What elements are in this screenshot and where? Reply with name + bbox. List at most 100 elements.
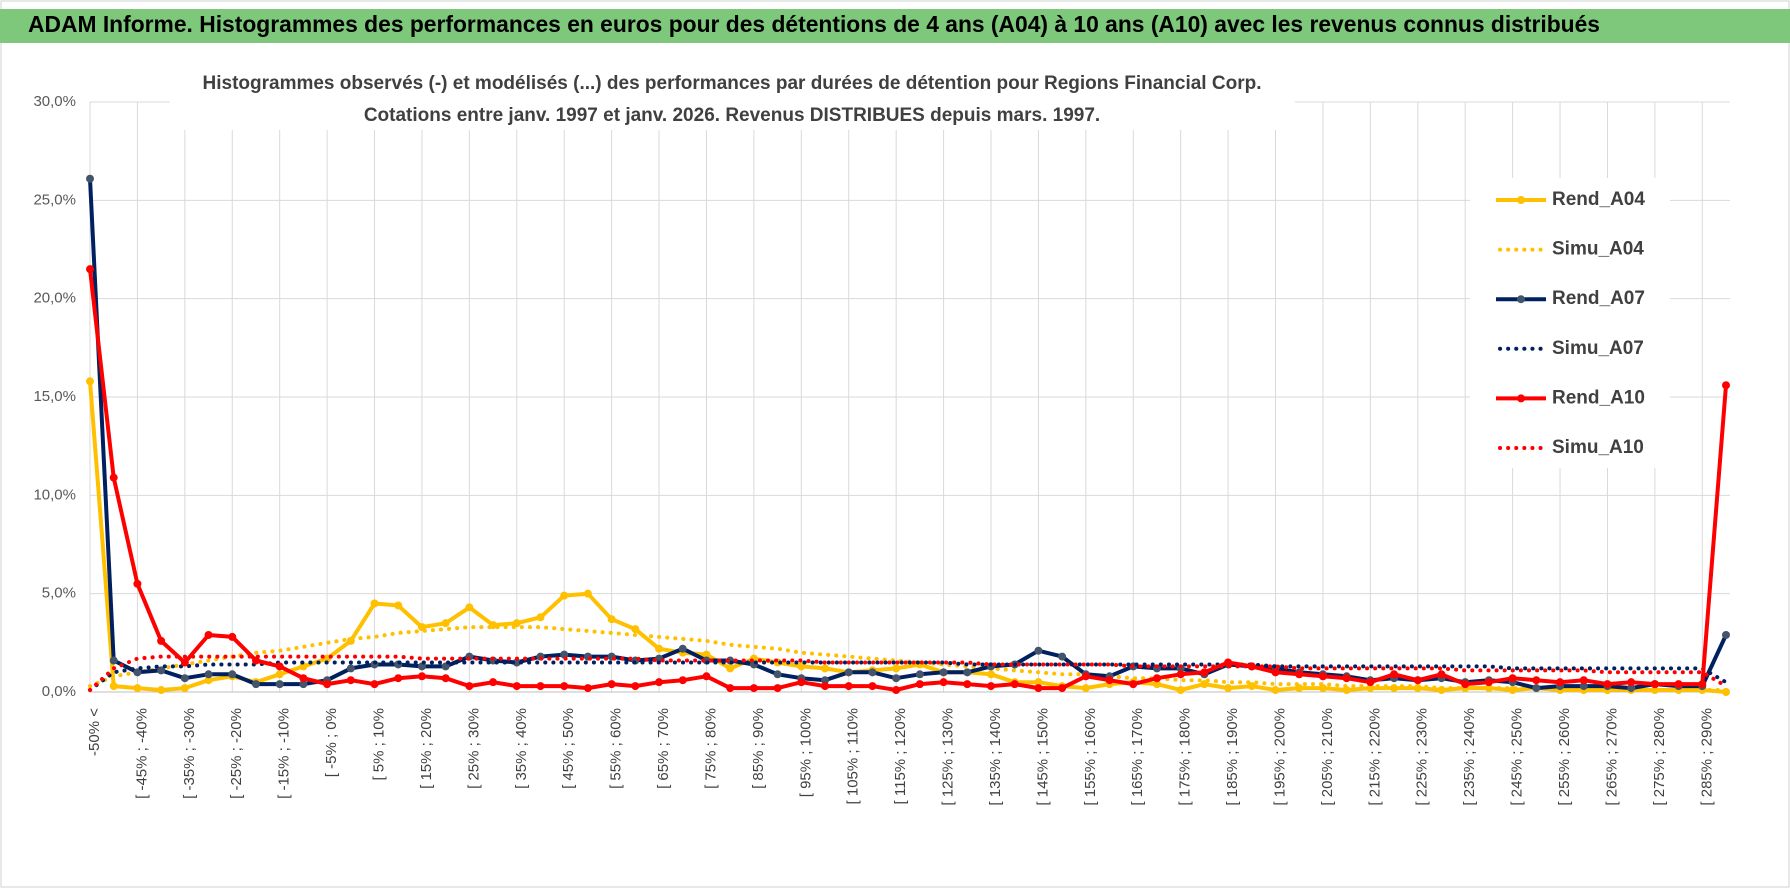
point bbox=[180, 674, 189, 683]
point bbox=[157, 666, 166, 675]
point bbox=[204, 630, 213, 639]
point bbox=[417, 672, 426, 681]
y-tick-label: 5,0% bbox=[42, 585, 76, 602]
point bbox=[986, 682, 995, 691]
point bbox=[868, 668, 877, 677]
point bbox=[1579, 682, 1588, 691]
point bbox=[607, 615, 616, 624]
point bbox=[1200, 668, 1209, 677]
x-tick-label: [ 15% ; 20% bbox=[418, 708, 435, 789]
point bbox=[844, 668, 853, 677]
point bbox=[655, 644, 664, 653]
point bbox=[678, 644, 687, 653]
point bbox=[1224, 684, 1233, 693]
y-tick-label: 25,0% bbox=[33, 191, 76, 208]
point bbox=[512, 682, 521, 691]
point bbox=[892, 674, 901, 683]
x-tick-label: [ 105% ; 110% bbox=[845, 708, 862, 804]
x-tick-label: [ 175% ; 180% bbox=[1177, 708, 1194, 806]
x-tick-label: [ 235% ; 240% bbox=[1461, 708, 1478, 806]
y-tick-label: 15,0% bbox=[33, 388, 76, 405]
point bbox=[1247, 682, 1256, 691]
point bbox=[844, 682, 853, 691]
point bbox=[275, 670, 284, 679]
point bbox=[323, 680, 332, 689]
x-tick-label: [ 165% ; 170% bbox=[1129, 708, 1146, 806]
x-tick-label: [ 145% ; 150% bbox=[1034, 708, 1051, 806]
point bbox=[465, 682, 474, 691]
point bbox=[702, 672, 711, 681]
point bbox=[986, 670, 995, 679]
point bbox=[773, 670, 782, 679]
chart-title: Cotations entre janv. 1997 et janv. 2026… bbox=[364, 105, 1100, 126]
point bbox=[204, 676, 213, 685]
legend-label: Simu_A04 bbox=[1552, 239, 1644, 260]
title-box bbox=[170, 66, 1295, 130]
point bbox=[228, 632, 237, 641]
point bbox=[678, 676, 687, 685]
point bbox=[346, 676, 355, 685]
x-tick-label: [ 25% ; 30% bbox=[465, 708, 482, 789]
point bbox=[346, 664, 355, 673]
point bbox=[1413, 676, 1422, 685]
x-tick-label: [ 215% ; 220% bbox=[1366, 708, 1383, 806]
point bbox=[1722, 630, 1730, 639]
x-tick-label: [ 135% ; 140% bbox=[987, 708, 1004, 806]
point bbox=[1105, 676, 1114, 685]
point bbox=[1176, 670, 1185, 679]
point bbox=[109, 473, 118, 482]
x-tick-label: [ 55% ; 60% bbox=[608, 708, 625, 789]
series-line bbox=[88, 381, 1727, 694]
point bbox=[86, 377, 94, 386]
point bbox=[465, 603, 474, 612]
point bbox=[702, 650, 711, 659]
point bbox=[560, 650, 569, 659]
point bbox=[1508, 674, 1517, 683]
legend-label: Simu_A10 bbox=[1552, 437, 1644, 458]
point bbox=[583, 684, 592, 693]
point bbox=[1532, 684, 1541, 693]
x-tick-label: [ 265% ; 270% bbox=[1603, 708, 1620, 806]
x-tick-label: [ 285% ; 290% bbox=[1698, 708, 1715, 806]
point bbox=[1010, 680, 1019, 689]
point bbox=[1295, 684, 1304, 693]
point bbox=[1081, 672, 1090, 681]
point bbox=[1532, 676, 1541, 685]
point bbox=[1556, 678, 1565, 687]
point bbox=[180, 684, 189, 693]
point bbox=[1650, 680, 1659, 689]
point bbox=[536, 613, 545, 622]
point bbox=[892, 686, 901, 695]
point bbox=[180, 658, 189, 667]
point bbox=[512, 619, 521, 628]
x-tick-label: [ 275% ; 280% bbox=[1651, 708, 1668, 806]
point bbox=[1318, 672, 1327, 681]
point bbox=[1342, 686, 1351, 695]
point bbox=[512, 658, 521, 667]
x-tick-label: [ 95% ; 100% bbox=[797, 708, 814, 797]
x-tick-label: [ 195% ; 200% bbox=[1271, 708, 1288, 806]
x-tick-label: [ 115% ; 120% bbox=[892, 708, 909, 804]
point bbox=[275, 662, 284, 671]
point bbox=[299, 680, 308, 689]
series-line bbox=[88, 654, 1728, 692]
x-tick-label: [ 245% ; 250% bbox=[1509, 708, 1526, 806]
point bbox=[370, 680, 379, 689]
page-title: ADAM Informe. Histogrammes des performan… bbox=[28, 11, 1600, 37]
legend-marker bbox=[1517, 196, 1525, 204]
legend-label: Rend_A10 bbox=[1552, 387, 1645, 408]
point bbox=[157, 686, 166, 695]
point bbox=[631, 682, 640, 691]
point bbox=[370, 599, 379, 608]
y-tick-label: 0,0% bbox=[42, 683, 76, 700]
point bbox=[1129, 680, 1138, 689]
point bbox=[133, 684, 142, 693]
point bbox=[1461, 680, 1470, 689]
point bbox=[963, 668, 972, 677]
point bbox=[821, 676, 830, 685]
point bbox=[1437, 670, 1446, 679]
x-tick-label: [ -25% ; -20% bbox=[228, 708, 245, 799]
x-tick-label: [ 35% ; 40% bbox=[513, 708, 530, 789]
x-tick-label: [ 65% ; 70% bbox=[655, 708, 672, 789]
legend-label: Simu_A07 bbox=[1552, 338, 1644, 359]
